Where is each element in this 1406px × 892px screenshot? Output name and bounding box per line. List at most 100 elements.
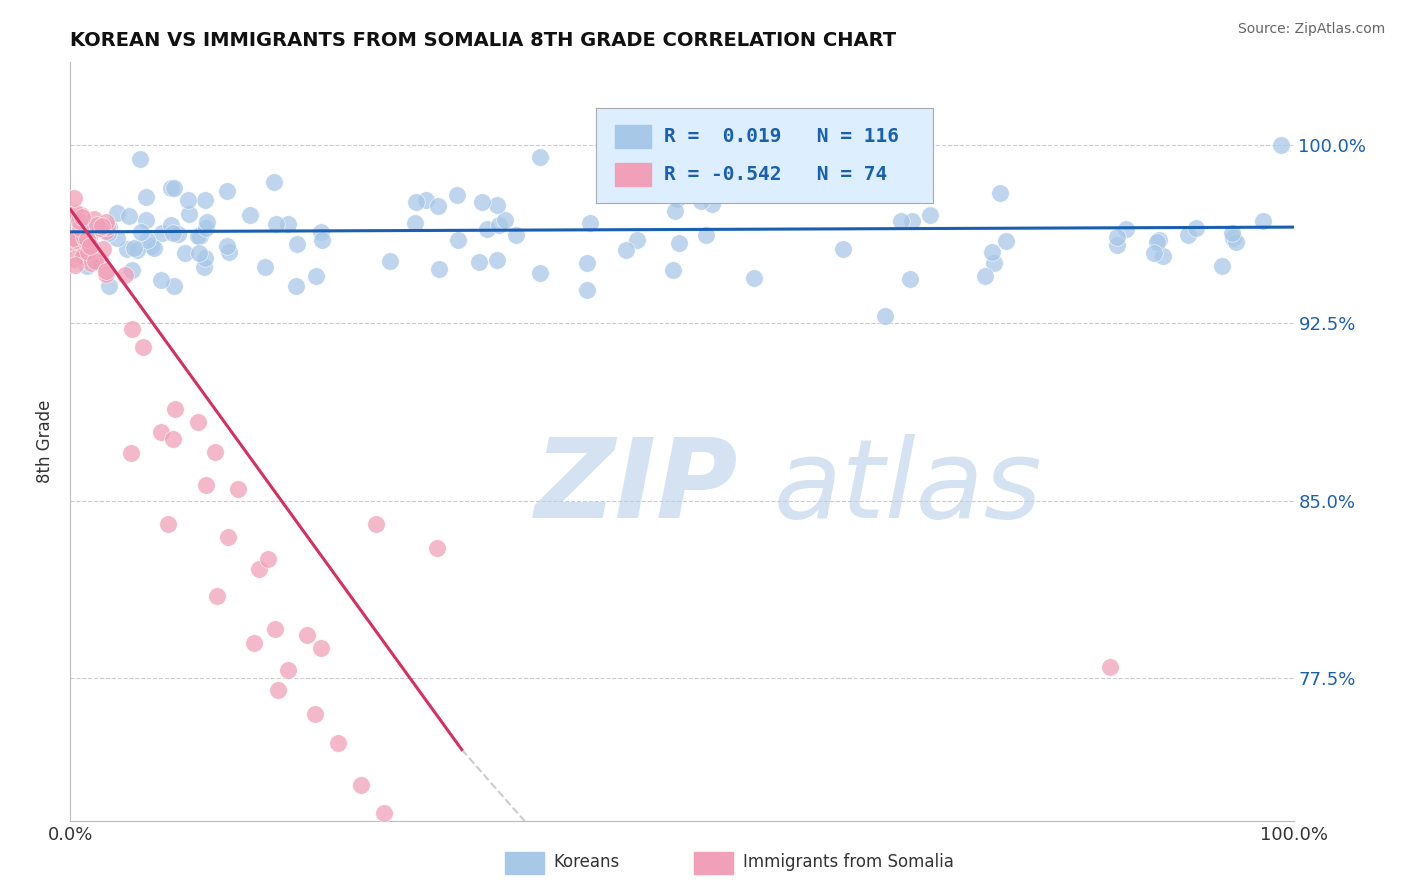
Point	[96, 224, 118, 238]
Point	[193, 260, 215, 274]
Point	[981, 245, 1004, 260]
Point	[890, 214, 912, 228]
Point	[446, 187, 468, 202]
Point	[65, 206, 87, 220]
Point	[1115, 222, 1137, 236]
Bar	[505, 853, 544, 874]
Point	[177, 207, 200, 221]
Point	[67, 214, 90, 228]
Point	[994, 234, 1017, 248]
Point	[121, 446, 143, 460]
Point	[84, 253, 107, 268]
Point	[132, 340, 155, 354]
Point	[69, 221, 91, 235]
Text: R =  0.019   N = 116: R = 0.019 N = 116	[664, 128, 898, 146]
Point	[471, 194, 494, 209]
Point	[83, 211, 105, 226]
Point	[1146, 235, 1168, 250]
Point	[187, 245, 209, 260]
Point	[304, 706, 326, 721]
Point	[70, 211, 93, 225]
Point	[77, 244, 100, 259]
Point	[426, 541, 449, 556]
Point	[579, 216, 602, 230]
Point	[305, 268, 328, 283]
Point	[267, 683, 290, 698]
Point	[127, 243, 149, 257]
Point	[285, 236, 308, 251]
Point	[121, 322, 143, 336]
Point	[918, 208, 941, 222]
Point	[215, 239, 238, 253]
Point	[63, 252, 86, 266]
Point	[486, 252, 509, 267]
Point	[62, 191, 84, 205]
Point	[188, 228, 211, 243]
Point	[488, 219, 510, 233]
Point	[900, 214, 922, 228]
Point	[1220, 226, 1243, 240]
Point	[405, 195, 427, 210]
Point	[486, 198, 509, 212]
Point	[63, 258, 86, 272]
Point	[576, 284, 599, 298]
Point	[690, 194, 713, 209]
Point	[228, 482, 250, 496]
Point	[378, 253, 401, 268]
Point	[150, 226, 173, 240]
Point	[254, 260, 277, 274]
Bar	[614, 126, 651, 148]
Point	[309, 225, 332, 239]
Point	[204, 444, 226, 458]
Point	[89, 252, 111, 267]
Point	[832, 242, 855, 256]
Point	[974, 269, 997, 284]
Point	[205, 589, 228, 603]
Point	[1177, 227, 1199, 242]
Point	[136, 234, 159, 248]
Point	[475, 222, 498, 236]
Point	[97, 219, 120, 234]
Point	[79, 225, 101, 239]
Point	[163, 181, 186, 195]
Point	[1211, 259, 1233, 273]
Point	[662, 262, 685, 277]
Text: Immigrants from Somalia: Immigrants from Somalia	[744, 854, 953, 871]
Point	[988, 186, 1011, 200]
Point	[135, 190, 157, 204]
Point	[665, 192, 688, 206]
Point	[1270, 138, 1292, 153]
Point	[72, 250, 94, 264]
Point	[427, 888, 450, 892]
Point	[82, 252, 104, 267]
Point	[121, 263, 143, 277]
Point	[129, 152, 152, 166]
Point	[529, 150, 551, 164]
Point	[195, 478, 218, 492]
Point	[163, 279, 186, 293]
Point	[166, 227, 188, 241]
Point	[614, 243, 637, 257]
Point	[73, 229, 96, 244]
Point	[1225, 235, 1247, 250]
Point	[150, 425, 173, 439]
Point	[91, 219, 114, 234]
Text: atlas: atlas	[773, 434, 1042, 541]
Point	[399, 889, 422, 892]
Point	[311, 233, 333, 247]
Point	[1184, 221, 1206, 235]
Point	[668, 235, 690, 250]
Point	[94, 267, 117, 281]
Point	[1143, 246, 1166, 260]
Bar	[614, 163, 651, 186]
Point	[328, 736, 350, 750]
Point	[122, 241, 145, 255]
Bar	[695, 853, 734, 874]
Point	[86, 218, 108, 232]
Point	[309, 640, 332, 655]
Point	[284, 278, 307, 293]
Point	[79, 243, 101, 257]
Point	[114, 268, 136, 282]
Point	[1222, 230, 1244, 244]
Point	[277, 217, 299, 231]
